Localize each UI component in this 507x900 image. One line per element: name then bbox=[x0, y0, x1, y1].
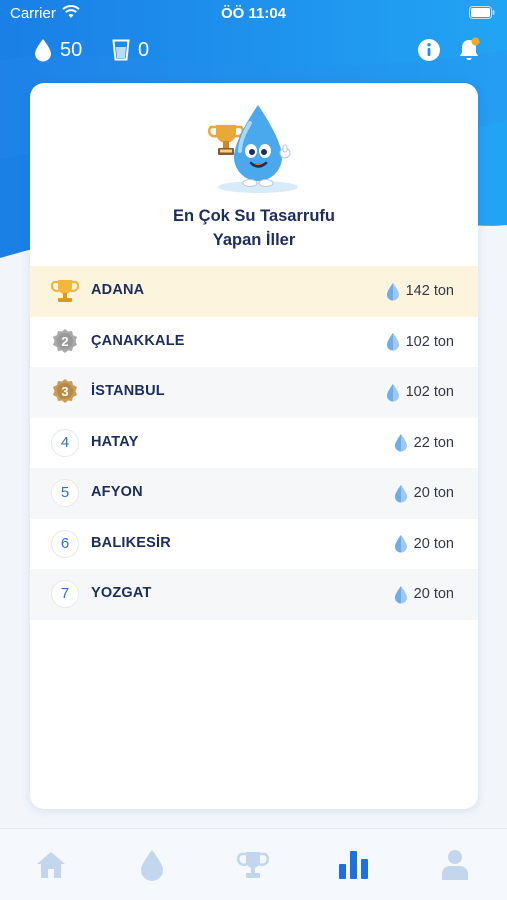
saving-amount: 142 ton bbox=[386, 280, 454, 302]
city-name: HATAY bbox=[91, 433, 139, 450]
water-drop-icon bbox=[386, 282, 399, 300]
ranking-row: ADANA 142 ton bbox=[30, 266, 478, 317]
ranking-row: 3 İSTANBUL 102 ton bbox=[30, 367, 478, 418]
ranking-card: En Çok Su Tasarrufu Yapan İller ADANA 14… bbox=[30, 83, 478, 809]
saving-value: 20 ton bbox=[413, 535, 454, 552]
drop-counter[interactable]: 50 bbox=[34, 34, 82, 66]
ranking-list: ADANA 142 ton 2 ÇANAKKALE bbox=[30, 266, 478, 620]
ranking-row: 6 BALIKESİR 20 ton bbox=[30, 519, 478, 570]
rank-number: 5 bbox=[51, 479, 79, 507]
rank-number: 3 bbox=[61, 384, 68, 399]
trophy-icon bbox=[237, 852, 269, 878]
silver-medal-icon: 2 bbox=[53, 328, 77, 353]
ranking-row: 7 YOZGAT 20 ton bbox=[30, 569, 478, 620]
card-title-line1: En Çok Su Tasarrufu bbox=[173, 207, 335, 225]
bar-chart-icon bbox=[339, 851, 368, 879]
status-bar: Carrier ÖÖ 11:04 bbox=[0, 0, 507, 28]
water-drop-icon bbox=[394, 585, 407, 603]
card-title: En Çok Su Tasarrufu Yapan İller bbox=[30, 204, 478, 252]
saving-value: 142 ton bbox=[405, 283, 454, 299]
tab-water[interactable] bbox=[132, 845, 172, 885]
saving-amount: 102 ton bbox=[386, 381, 454, 403]
cup-count: 0 bbox=[138, 38, 150, 61]
water-drop-icon bbox=[394, 535, 407, 553]
saving-amount: 20 ton bbox=[394, 583, 454, 605]
saving-amount: 102 ton bbox=[386, 331, 454, 353]
bottom-tab-bar bbox=[0, 828, 507, 900]
battery-icon bbox=[469, 6, 495, 19]
ranking-row: 2 ÇANAKKALE 102 ton bbox=[30, 317, 478, 368]
saving-value: 20 ton bbox=[413, 485, 454, 501]
saving-value: 102 ton bbox=[405, 384, 454, 400]
city-name: İSTANBUL bbox=[91, 383, 165, 399]
rank-number: 6 bbox=[51, 529, 79, 558]
city-name: ADANA bbox=[91, 282, 145, 298]
clock: ÖÖ 11:04 bbox=[220, 5, 287, 22]
water-drop-icon bbox=[35, 39, 51, 62]
saving-value: 102 ton bbox=[405, 333, 454, 350]
saving-amount: 22 ton bbox=[394, 432, 454, 454]
rank-number: 7 bbox=[51, 580, 79, 608]
water-drop-icon bbox=[386, 383, 399, 401]
tab-profile[interactable] bbox=[435, 845, 475, 885]
water-drop-icon bbox=[394, 434, 407, 452]
profile-icon bbox=[442, 850, 468, 880]
city-name: AFYON bbox=[91, 484, 143, 500]
card-title-line2: Yapan İller bbox=[212, 231, 296, 249]
rank-number: 2 bbox=[61, 334, 68, 349]
carrier-label: Carrier bbox=[10, 5, 56, 22]
water-drop-icon bbox=[394, 484, 407, 502]
home-icon bbox=[37, 852, 65, 878]
city-name: BALIKESİR bbox=[91, 534, 171, 551]
ranking-row: 5 AFYON 20 ton bbox=[30, 468, 478, 519]
notification-bell-icon[interactable] bbox=[457, 37, 481, 63]
water-drop-icon bbox=[141, 850, 163, 881]
saving-amount: 20 ton bbox=[394, 533, 454, 555]
water-drop-icon bbox=[386, 333, 399, 351]
drop-count: 50 bbox=[60, 38, 83, 61]
rank-number: 4 bbox=[51, 428, 79, 457]
tab-statistics[interactable] bbox=[334, 845, 374, 885]
city-name: YOZGAT bbox=[91, 585, 152, 601]
saving-value: 22 ton bbox=[413, 434, 454, 451]
water-glass-icon bbox=[112, 39, 130, 61]
wifi-icon bbox=[62, 5, 80, 18]
cup-counter[interactable]: 0 bbox=[112, 34, 149, 66]
saving-value: 20 ton bbox=[413, 586, 454, 602]
tab-achievements[interactable] bbox=[233, 845, 273, 885]
bronze-medal-icon: 3 bbox=[53, 379, 77, 403]
water-drop-mascot-illustration bbox=[207, 105, 298, 193]
header-bar: 50 0 bbox=[0, 34, 507, 66]
saving-amount: 20 ton bbox=[394, 482, 454, 504]
tab-home[interactable] bbox=[31, 845, 71, 885]
ranking-row: 4 HATAY 22 ton bbox=[30, 418, 478, 469]
info-icon[interactable] bbox=[417, 38, 441, 62]
city-name: ÇANAKKALE bbox=[91, 332, 185, 349]
gold-trophy-icon bbox=[51, 280, 79, 302]
